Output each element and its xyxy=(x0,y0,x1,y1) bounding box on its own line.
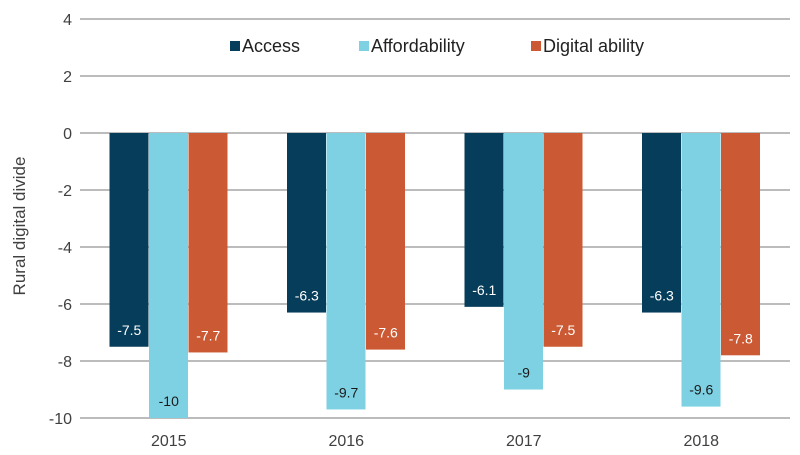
legend-background xyxy=(225,30,695,60)
x-tick-label: 2017 xyxy=(506,433,542,450)
data-label: -9.6 xyxy=(689,382,713,398)
y-axis-ticks: 4 2 0 -2 -4 -6 -8 -10 xyxy=(49,12,72,428)
y-tick-label: -8 xyxy=(58,354,72,371)
legend-label: Access xyxy=(242,36,300,56)
bar-digital-ability-2015 xyxy=(188,133,228,353)
data-label: -6.3 xyxy=(295,288,319,304)
data-label: -7.6 xyxy=(374,325,398,341)
legend-swatch-affordability xyxy=(359,41,369,51)
x-tick-label: 2015 xyxy=(151,433,187,450)
data-label: -7.5 xyxy=(551,322,575,338)
y-tick-label: -6 xyxy=(58,297,72,314)
y-tick-label: -4 xyxy=(58,240,72,257)
bar-access-2016 xyxy=(287,133,326,313)
x-tick-label: 2018 xyxy=(683,433,719,450)
y-axis-label: Rural digital divide xyxy=(10,157,29,296)
y-tick-label: 0 xyxy=(63,126,72,143)
bar-affordability-2018 xyxy=(681,133,721,407)
data-label: -6.3 xyxy=(650,288,674,304)
y-tick-label: -10 xyxy=(49,411,72,428)
data-labels: -7.5 -10 -7.7 -6.3 -9.7 -7.6 -6.1 -9 -7.5 -6.3 -9.… xyxy=(117,282,753,409)
legend-swatch-digital-ability xyxy=(531,41,541,51)
data-label: -6.1 xyxy=(472,282,496,298)
data-label: -9.7 xyxy=(334,384,358,400)
data-label: -7.7 xyxy=(196,327,220,343)
x-tick-label: 2016 xyxy=(328,433,364,450)
data-label: -7.8 xyxy=(729,330,753,346)
bar-digital-ability-2018 xyxy=(721,133,760,356)
legend-label: Affordability xyxy=(371,36,465,56)
data-label: -7.5 xyxy=(117,322,141,338)
legend: Access Affordability Digital ability xyxy=(225,30,695,60)
bar-access-2018 xyxy=(642,133,681,313)
bar-digital-ability-2017 xyxy=(543,133,583,347)
data-label: -10 xyxy=(159,393,179,409)
bar-digital-ability-2016 xyxy=(366,133,405,350)
legend-swatch-access xyxy=(230,41,240,51)
data-label: -9 xyxy=(518,365,531,381)
bars xyxy=(109,133,760,418)
y-tick-label: 2 xyxy=(63,69,72,86)
y-tick-label: 4 xyxy=(63,12,72,29)
y-tick-label: -2 xyxy=(58,183,72,200)
x-axis-ticks: 2015 2016 2017 2018 xyxy=(151,433,719,450)
bar-access-2015 xyxy=(109,133,149,347)
bar-access-2017 xyxy=(464,133,504,307)
bar-affordability-2016 xyxy=(326,133,366,410)
bar-affordability-2017 xyxy=(504,133,543,390)
bar-affordability-2015 xyxy=(149,133,188,418)
legend-label: Digital ability xyxy=(543,36,644,56)
